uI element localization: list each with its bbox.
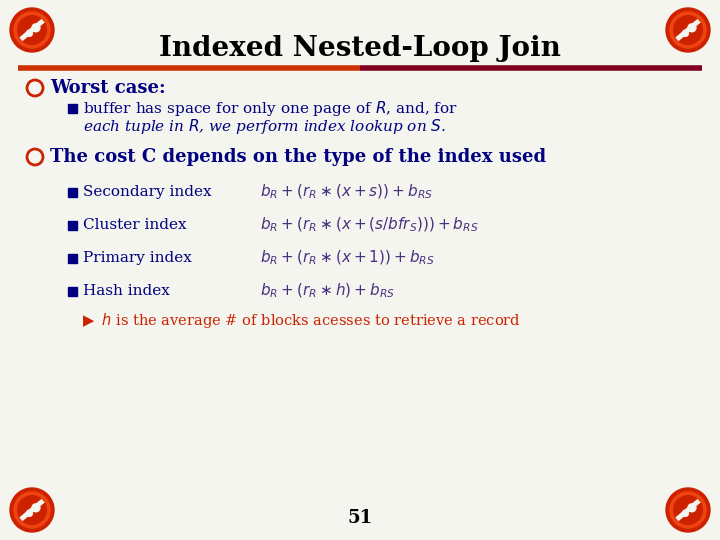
Circle shape: [670, 12, 706, 48]
Circle shape: [27, 510, 32, 516]
Bar: [68, 188, 77, 197]
Bar: [68, 104, 77, 113]
Circle shape: [666, 488, 710, 532]
Circle shape: [666, 8, 710, 52]
Text: Hash index: Hash index: [83, 284, 170, 298]
Text: $b_R + (r_R \ast (x + s)) + b_{RS}$: $b_R + (r_R \ast (x + s)) + b_{RS}$: [260, 183, 433, 201]
Circle shape: [674, 496, 702, 524]
Circle shape: [14, 492, 50, 528]
Circle shape: [688, 504, 696, 512]
Text: 51: 51: [348, 509, 372, 527]
Text: Secondary index: Secondary index: [83, 185, 212, 199]
Circle shape: [32, 504, 40, 512]
Text: each tuple in $R$, we perform index lookup on $S$.: each tuple in $R$, we perform index look…: [83, 118, 446, 137]
Text: $b_R + (r_R \ast h) + b_{RS}$: $b_R + (r_R \ast h) + b_{RS}$: [260, 282, 395, 300]
Text: $b_R + (r_R \ast (x + 1)) + b_{RS}$: $b_R + (r_R \ast (x + 1)) + b_{RS}$: [260, 249, 435, 267]
Text: Indexed Nested-Loop Join: Indexed Nested-Loop Join: [159, 35, 561, 62]
Circle shape: [32, 24, 40, 32]
Circle shape: [683, 510, 688, 516]
Bar: [68, 254, 77, 263]
Text: buffer has space for only one page of $R$, and, for: buffer has space for only one page of $R…: [83, 99, 458, 118]
Text: $b_R + (r_R \ast (x + (s/bfr_S))) + b_{RS}$: $b_R + (r_R \ast (x + (s/bfr_S))) + b_{R…: [260, 216, 478, 234]
Circle shape: [683, 30, 688, 36]
Circle shape: [18, 496, 46, 524]
Text: Worst case:: Worst case:: [50, 79, 166, 97]
Circle shape: [670, 492, 706, 528]
Bar: [68, 221, 77, 230]
Circle shape: [18, 16, 46, 44]
Circle shape: [10, 8, 54, 52]
Circle shape: [14, 12, 50, 48]
Text: The cost C depends on the type of the index used: The cost C depends on the type of the in…: [50, 148, 546, 166]
Circle shape: [674, 16, 702, 44]
Text: Primary index: Primary index: [83, 251, 192, 265]
Circle shape: [27, 30, 32, 36]
Bar: [68, 287, 77, 296]
Text: $\blacktriangleright$ $h$ is the average # of blocks acesses to retrieve a recor: $\blacktriangleright$ $h$ is the average…: [80, 310, 521, 329]
Text: Cluster index: Cluster index: [83, 218, 186, 232]
Circle shape: [10, 488, 54, 532]
Circle shape: [688, 24, 696, 32]
